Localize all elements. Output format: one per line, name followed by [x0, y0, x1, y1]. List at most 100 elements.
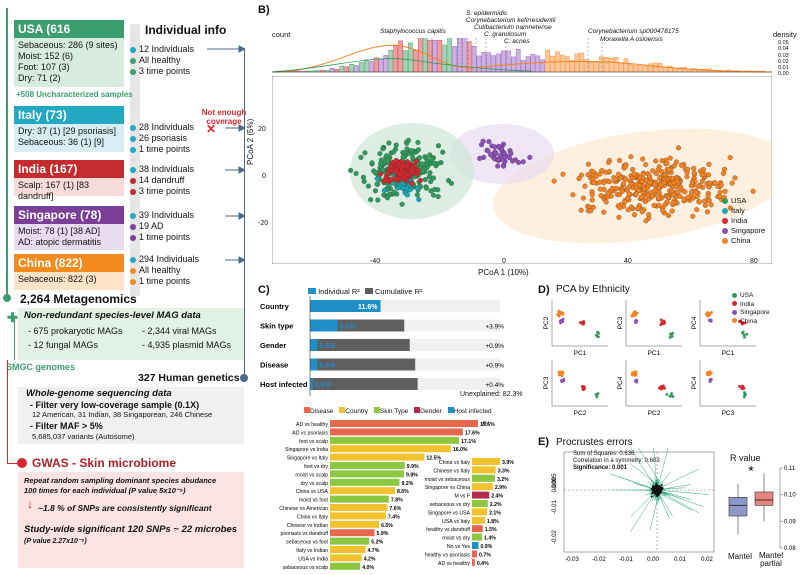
plus-icon: ✚	[7, 310, 18, 325]
usa-point	[378, 161, 384, 167]
china-point	[696, 199, 702, 205]
china-point	[589, 192, 595, 198]
usa-point	[448, 180, 455, 186]
proc-error-line	[657, 497, 660, 503]
pair-label: Singapore vs China	[425, 485, 470, 491]
box-tick-label: 0.08	[784, 546, 796, 552]
rvalue-boxplot: 0.11 0.10 0.09 0.08 *	[728, 464, 796, 552]
china-point	[590, 204, 596, 210]
proc-point	[652, 487, 655, 490]
info-arrows	[207, 45, 245, 264]
china-point	[640, 171, 646, 177]
cohort-india-body: Scalp: 167 (1) [83 dandruff]	[14, 178, 124, 201]
pair-value: 12.5%	[426, 456, 441, 462]
box-label: Mantel partial	[758, 551, 783, 568]
usa-point	[410, 155, 416, 161]
usa-point	[429, 156, 435, 162]
china-point	[622, 164, 628, 170]
usa-point	[417, 155, 423, 161]
pair-value: 8.6%	[397, 489, 409, 495]
category-label: Host infected	[260, 380, 308, 389]
china-point	[590, 168, 596, 174]
india-point	[389, 177, 395, 183]
china-point	[690, 213, 696, 219]
cross-icon: ✕	[206, 122, 217, 136]
china-point	[606, 159, 612, 165]
india-point	[409, 180, 415, 186]
proc-error-line	[630, 490, 657, 532]
species-label: Corynebacterium kefirresidentii	[466, 17, 556, 24]
proc-point	[657, 488, 660, 491]
pca-point	[670, 392, 673, 395]
significance-star: *	[748, 464, 754, 478]
china-point	[694, 207, 700, 213]
china-point	[626, 191, 632, 197]
proc-point	[660, 490, 663, 493]
pair-bar	[330, 504, 388, 511]
pair-value: 3.9%	[502, 460, 514, 466]
pair-bar	[472, 483, 493, 491]
histogram-bar	[643, 65, 648, 73]
pca-point	[710, 377, 713, 381]
pair-label: M vs F	[454, 494, 470, 500]
china-point	[682, 189, 688, 195]
china-point	[616, 214, 622, 220]
china-point	[695, 183, 701, 189]
proc-point	[650, 495, 653, 498]
cohort-italy-body: Dry: 37 (1) [29 psoriasis] Sebaceous: 36…	[14, 124, 124, 152]
proc-point	[655, 493, 658, 496]
proc-stat: Significance: 0.001	[573, 465, 628, 471]
box-tick-label: 0.09	[784, 519, 796, 525]
histogram-bar	[363, 59, 369, 73]
individual-bar	[310, 339, 318, 351]
pca-point	[634, 379, 638, 382]
singapore-point	[496, 156, 502, 163]
histogram-bar	[613, 57, 619, 73]
pca-x-label: PC1	[574, 350, 587, 357]
wgs-line: - Filter very low-coverage sample (0.1X)	[30, 400, 200, 410]
individual-value-label: 9.1%	[340, 324, 357, 331]
box-body	[754, 491, 774, 506]
usa-point	[440, 149, 446, 155]
proc-point	[654, 486, 657, 489]
pair-value: 2.1%	[489, 510, 501, 516]
proc-stat: Sum of Squares: 0.636	[573, 451, 635, 457]
histogram-bar	[452, 46, 457, 73]
pca-x-label: PC2	[574, 410, 587, 417]
pca-point	[742, 395, 746, 399]
china-point	[640, 156, 646, 162]
pcoa-xtick: 40	[624, 258, 632, 265]
pca-point	[660, 385, 664, 389]
china-point	[582, 183, 588, 189]
pair-value: 17.1%	[461, 439, 476, 445]
cohort-singapore-header: Singapore (78)	[14, 206, 124, 224]
pca-y-label: PC4	[617, 376, 624, 389]
density-curve	[272, 44, 772, 73]
species-label: Moraxella A osloensis	[600, 36, 663, 43]
pca-point	[561, 371, 565, 375]
pca-point	[635, 311, 639, 315]
china-point	[621, 181, 627, 187]
species-label: Cutibacterium namnetense	[474, 24, 552, 31]
histogram-bar	[378, 58, 384, 73]
pca-point	[745, 332, 749, 336]
pair-value: 1.4%	[484, 536, 496, 542]
proc-error-line	[638, 448, 661, 485]
usa-point	[383, 153, 390, 159]
china-point	[601, 209, 607, 215]
singapore-point	[502, 154, 508, 160]
proc-y-tick: -0.005	[552, 473, 558, 491]
pair-bar	[472, 491, 490, 499]
down-arrow-icon: ↓	[27, 497, 33, 511]
pair-bar	[330, 495, 389, 503]
pair-label: USA vs India	[298, 556, 328, 562]
species-label: C. acnes	[504, 38, 530, 45]
pair-label: Chinese vs Italy	[433, 468, 470, 474]
usa-point	[435, 187, 441, 193]
italy-point	[381, 187, 387, 193]
usa-point	[377, 151, 383, 157]
usa-point	[386, 140, 392, 146]
individual-value-label: 2.4%	[319, 343, 336, 350]
pair-label: AD vs healthy	[438, 561, 470, 567]
histogram-bar	[520, 60, 526, 73]
